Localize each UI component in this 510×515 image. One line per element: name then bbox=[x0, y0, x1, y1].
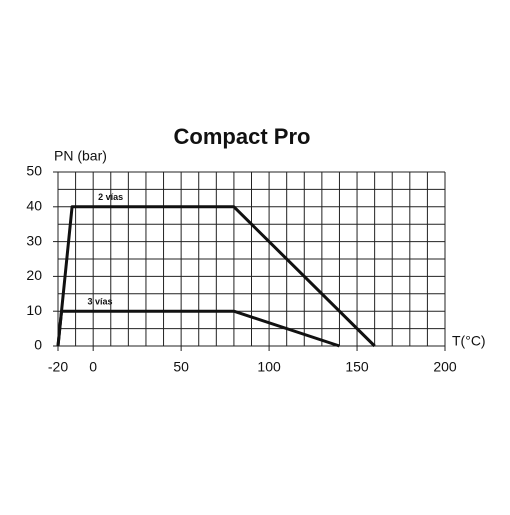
x-tick-label: -20 bbox=[48, 359, 68, 375]
y-tick-label: 0 bbox=[34, 337, 42, 353]
x-tick-label: 100 bbox=[257, 359, 281, 375]
y-tick-label: 10 bbox=[26, 302, 42, 318]
y-tick-label: 30 bbox=[26, 232, 42, 248]
y-tick-label: 20 bbox=[26, 267, 42, 283]
y-tick-label: 40 bbox=[26, 198, 42, 214]
chart-title: Compact Pro bbox=[174, 124, 311, 149]
series-label: 3 vías bbox=[88, 297, 113, 307]
x-tick-label: 50 bbox=[173, 359, 189, 375]
series-label: 2 vías bbox=[98, 192, 123, 202]
x-tick-label: 150 bbox=[345, 359, 369, 375]
y-tick-label: 50 bbox=[26, 163, 42, 179]
x-axis-label: T(°C) bbox=[452, 333, 486, 349]
y-axis-label: PN (bar) bbox=[54, 148, 107, 164]
series-line bbox=[56, 309, 340, 348]
x-tick-label: 200 bbox=[433, 359, 457, 375]
x-tick-label: 0 bbox=[89, 359, 97, 375]
series-line bbox=[56, 205, 376, 348]
